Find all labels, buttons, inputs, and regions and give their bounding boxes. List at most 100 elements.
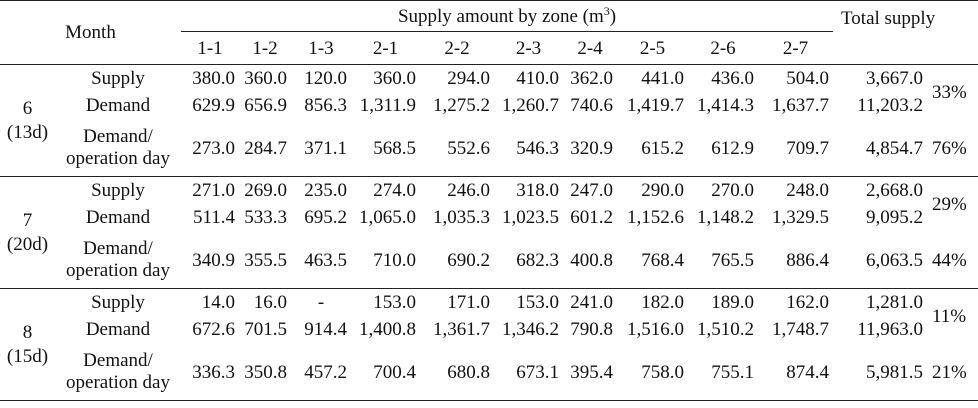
value-cell: 340.9 (181, 232, 239, 289)
row-label-supply: Supply (91, 67, 145, 89)
table-row: Demand/operation day 273.0 284.7 371.1 568.5… (0, 120, 978, 177)
value-cell: 615.2 (617, 120, 688, 177)
value-cell: 1,023.5 (502, 207, 559, 228)
table-row: Demand/operation day 340.9 355.5 463.5 710.0… (0, 232, 978, 289)
ratio-cell: 21% (929, 344, 978, 401)
zone-col-header: 1-2 (239, 31, 291, 65)
value-cell: 360.0 (373, 67, 416, 89)
zone-header-close: ) (609, 5, 617, 27)
value-cell: 700.4 (351, 344, 420, 401)
value-cell: 765.5 (688, 232, 758, 289)
table-body: 6 (13d) Supply 380.0 360.0 120.0 360.0 294.0 410… (0, 64, 978, 401)
value-cell: 1,346.2 (502, 319, 559, 340)
value-cell: 790.8 (570, 319, 613, 340)
value-cell: 758.0 (617, 344, 688, 401)
value-cell: 362.0 (570, 67, 613, 89)
value-cell: 380.0 (192, 67, 235, 89)
value-cell: 874.4 (758, 344, 834, 401)
table-row: Demand 511.4 533.3 695.2 1,065.0 1,035.3 1,023… (0, 203, 978, 232)
zone-col-header: 2-5 (617, 31, 688, 65)
value-cell: 533.3 (244, 207, 287, 228)
value-cell: 371.1 (291, 120, 351, 177)
value-cell: 701.5 (244, 319, 287, 340)
value-cell: 274.0 (373, 179, 416, 201)
value-cell: 355.5 (239, 232, 291, 289)
value-cell: 695.2 (304, 207, 347, 228)
value-cell: - (317, 291, 325, 313)
value-cell: 1,400.8 (359, 319, 416, 340)
value-cell: 273.0 (181, 120, 239, 177)
month-number: 7 (22, 209, 33, 231)
row-label-line: Demand/ (83, 126, 153, 147)
value-cell: 182.0 (641, 291, 684, 313)
total-cell: 9,095.2 (866, 207, 924, 228)
month-cell: 8 (15d) (0, 288, 55, 401)
value-cell: 1,510.2 (697, 319, 754, 340)
value-cell: 290.0 (641, 179, 684, 201)
value-cell: 1,516.0 (627, 319, 684, 340)
row-label-supply: Supply (91, 291, 145, 313)
month-header: Month (0, 0, 181, 65)
value-cell: 400.8 (563, 232, 617, 289)
value-cell: 1,419.7 (627, 95, 684, 116)
total-cell: 3,667.0 (866, 67, 924, 89)
value-cell: 1,275.2 (433, 95, 490, 116)
value-cell: 682.3 (494, 232, 563, 289)
value-cell: 350.8 (239, 344, 291, 401)
value-cell: 629.9 (192, 95, 235, 116)
value-cell: 1,152.6 (627, 207, 684, 228)
month-number: 6 (22, 97, 33, 119)
row-label-supply: Supply (91, 179, 145, 201)
value-cell: 171.0 (447, 291, 490, 313)
row-label-line: operation day (66, 260, 170, 281)
zone-col-header: 2-7 (758, 31, 834, 65)
value-cell: 189.0 (711, 291, 754, 313)
value-cell: 153.0 (373, 291, 416, 313)
value-cell: 672.6 (192, 319, 235, 340)
total-cell: 11,203.2 (857, 95, 924, 116)
value-cell: 740.6 (570, 95, 613, 116)
value-cell: 270.0 (711, 179, 754, 201)
operation-days: (13d) (6, 121, 49, 143)
value-cell: 246.0 (447, 179, 490, 201)
value-cell: 241.0 (570, 291, 613, 313)
value-cell: 546.3 (494, 120, 563, 177)
supply-ratio-cell: 29% (932, 194, 967, 215)
value-cell: 235.0 (304, 179, 347, 201)
value-cell: 1,148.2 (697, 207, 754, 228)
value-cell: 601.2 (570, 207, 613, 228)
value-cell: 1,260.7 (502, 95, 559, 116)
value-cell: 710.0 (351, 232, 420, 289)
table-row: Demand 672.6 701.5 914.4 1,400.8 1,361.7 1,346… (0, 315, 978, 344)
value-cell: 1,065.0 (359, 207, 416, 228)
value-cell: 14.0 (201, 291, 235, 313)
value-cell: 914.4 (304, 319, 347, 340)
value-cell: 680.8 (420, 344, 494, 401)
value-cell: 436.0 (711, 67, 754, 89)
row-label-demand: Demand (85, 95, 151, 116)
value-cell: 294.0 (447, 67, 490, 89)
value-cell: 457.2 (291, 344, 351, 401)
value-cell: 511.4 (192, 207, 235, 228)
operation-days: (20d) (6, 233, 49, 255)
value-cell: 1,748.7 (772, 319, 830, 340)
value-cell: 153.0 (516, 291, 559, 313)
value-cell: 552.6 (420, 120, 494, 177)
value-cell: 269.0 (244, 179, 287, 201)
value-cell: 16.0 (253, 291, 287, 313)
total-supply-header: Total supply (833, 0, 978, 65)
value-cell: 656.9 (244, 95, 287, 116)
value-cell: 504.0 (786, 67, 830, 89)
total-cell: 11,963.0 (857, 319, 924, 340)
table-row: Demand/operation day 336.3 350.8 457.2 700.4… (0, 344, 978, 401)
value-cell: 1,414.3 (697, 95, 754, 116)
value-cell: 1,329.5 (772, 207, 830, 228)
value-cell: 673.1 (494, 344, 563, 401)
value-cell: 709.7 (758, 120, 834, 177)
zone-header-unit-sup: 3 (603, 3, 610, 18)
value-cell: 568.5 (351, 120, 420, 177)
row-label-line: operation day (66, 372, 170, 393)
ratio-cell: 44% (929, 232, 978, 289)
total-cell: 1,281.0 (866, 291, 924, 313)
